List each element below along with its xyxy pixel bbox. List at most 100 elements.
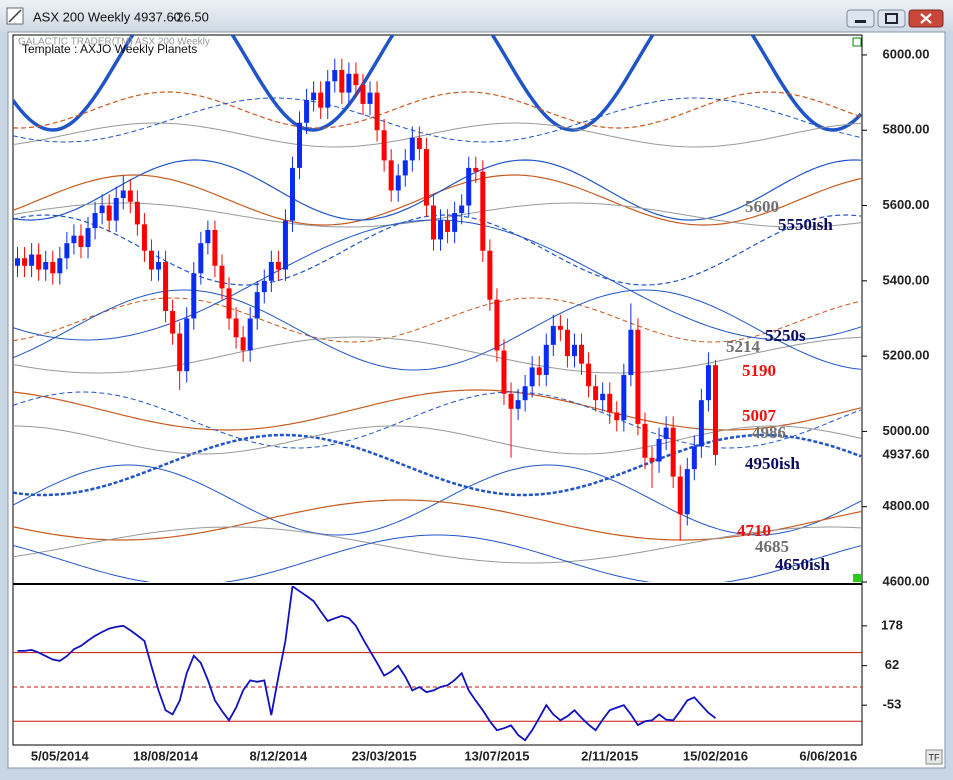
candle-body bbox=[656, 438, 662, 462]
candle-body bbox=[409, 137, 415, 161]
planet-line bbox=[13, 425, 862, 455]
candle-body bbox=[141, 224, 147, 251]
candle-body bbox=[134, 201, 140, 225]
candle-body bbox=[325, 81, 331, 108]
corner-marker bbox=[853, 574, 861, 582]
candle-body bbox=[268, 262, 274, 281]
x-tick-label: 6/06/2016 bbox=[799, 748, 857, 763]
candle-body bbox=[106, 205, 112, 221]
planet-line bbox=[13, 97, 862, 143]
planet-line bbox=[13, 159, 862, 221]
level-annotation: 5214 bbox=[726, 337, 761, 356]
candle-body bbox=[438, 220, 444, 240]
candle-body bbox=[402, 160, 408, 176]
candle-body bbox=[423, 149, 429, 206]
candle-body bbox=[395, 175, 401, 191]
plot-frame bbox=[12, 34, 863, 746]
title-bar bbox=[0, 0, 953, 32]
minimize-button[interactable] bbox=[846, 9, 875, 28]
window-title: ASX 200 Weekly 4937.60 bbox=[33, 9, 181, 24]
candle-body bbox=[543, 344, 549, 375]
level-annotation: 4950ish bbox=[745, 454, 800, 473]
window-buttons bbox=[846, 9, 944, 28]
candle-body bbox=[156, 262, 162, 270]
candle-body bbox=[99, 205, 105, 214]
candle-body bbox=[712, 365, 718, 455]
candle-body bbox=[677, 476, 683, 515]
planet-line bbox=[13, 464, 862, 536]
level-annotation: 5250s bbox=[765, 326, 806, 345]
candle-body bbox=[29, 254, 35, 266]
candle-body bbox=[649, 457, 655, 462]
candle-body bbox=[487, 250, 493, 300]
candle-body bbox=[635, 329, 641, 424]
candle-body bbox=[501, 350, 507, 394]
candle-body bbox=[480, 171, 486, 251]
y-tick-label: 5000.00 bbox=[883, 423, 930, 438]
planet-line bbox=[13, 289, 862, 371]
candle-body bbox=[163, 262, 169, 311]
candle-body bbox=[43, 262, 49, 270]
tf-button[interactable] bbox=[925, 749, 943, 765]
candle-body bbox=[120, 190, 126, 199]
level-annotation: 5600 bbox=[745, 197, 779, 216]
candle-body bbox=[663, 427, 669, 439]
app-icon-mark bbox=[8, 9, 22, 23]
y-tick-label: -53 bbox=[883, 697, 902, 712]
candle-body bbox=[275, 262, 281, 270]
planet-line bbox=[13, 389, 862, 431]
y-tick-label: 5800.00 bbox=[883, 122, 930, 137]
maximize-glyph bbox=[885, 13, 898, 24]
candle-body bbox=[705, 365, 711, 401]
candle-body bbox=[184, 318, 190, 372]
candle-body bbox=[177, 333, 183, 372]
candle-body bbox=[360, 85, 366, 104]
candle-body bbox=[311, 92, 317, 101]
candle-body bbox=[289, 167, 295, 221]
minimize-glyph bbox=[855, 20, 866, 23]
candle-body bbox=[564, 329, 570, 357]
x-tick-label: 13/07/2015 bbox=[464, 748, 529, 763]
candle-body bbox=[212, 230, 218, 266]
planet-lines bbox=[13, 35, 862, 582]
template-label: Template : AXJO Weekly Planets bbox=[22, 42, 197, 56]
close-glyph bbox=[920, 13, 932, 24]
candle-body bbox=[593, 386, 599, 401]
candle-body bbox=[381, 130, 387, 161]
x-tick-label: 2/11/2015 bbox=[581, 748, 638, 763]
candle-body bbox=[698, 400, 704, 447]
candle-body bbox=[691, 446, 697, 470]
candle-body bbox=[148, 250, 154, 270]
maximize-button[interactable] bbox=[877, 9, 906, 28]
y-tick-label: 4600.00 bbox=[883, 573, 930, 588]
candle-body bbox=[600, 393, 606, 401]
y-tick-label: 178 bbox=[881, 617, 903, 632]
candle-body bbox=[529, 367, 535, 387]
candle-body bbox=[247, 318, 253, 351]
candle-body bbox=[226, 288, 232, 319]
planet-line bbox=[13, 214, 862, 286]
candle-body bbox=[670, 427, 676, 477]
candle-body bbox=[536, 367, 542, 375]
candle-body bbox=[642, 423, 648, 458]
candle-body bbox=[339, 70, 345, 93]
y-tick-label: 5200.00 bbox=[883, 348, 930, 363]
candle-body bbox=[607, 393, 613, 413]
candle-body bbox=[494, 299, 500, 351]
candle-body bbox=[459, 205, 465, 214]
candle-body bbox=[557, 326, 563, 330]
y-tick-label: 6000.00 bbox=[883, 46, 930, 61]
candle-body bbox=[550, 326, 556, 345]
candle-body bbox=[282, 220, 288, 270]
candle-body bbox=[22, 258, 28, 266]
level-annotation: 5550ish bbox=[778, 215, 833, 234]
candle-body bbox=[522, 386, 528, 401]
candle-body bbox=[367, 92, 373, 104]
candle-body bbox=[579, 344, 585, 364]
candle-body bbox=[621, 374, 627, 421]
level-annotation: 4710 bbox=[737, 521, 771, 540]
candle-body bbox=[614, 412, 620, 421]
candle-body bbox=[346, 73, 352, 93]
planet-line bbox=[13, 297, 862, 343]
